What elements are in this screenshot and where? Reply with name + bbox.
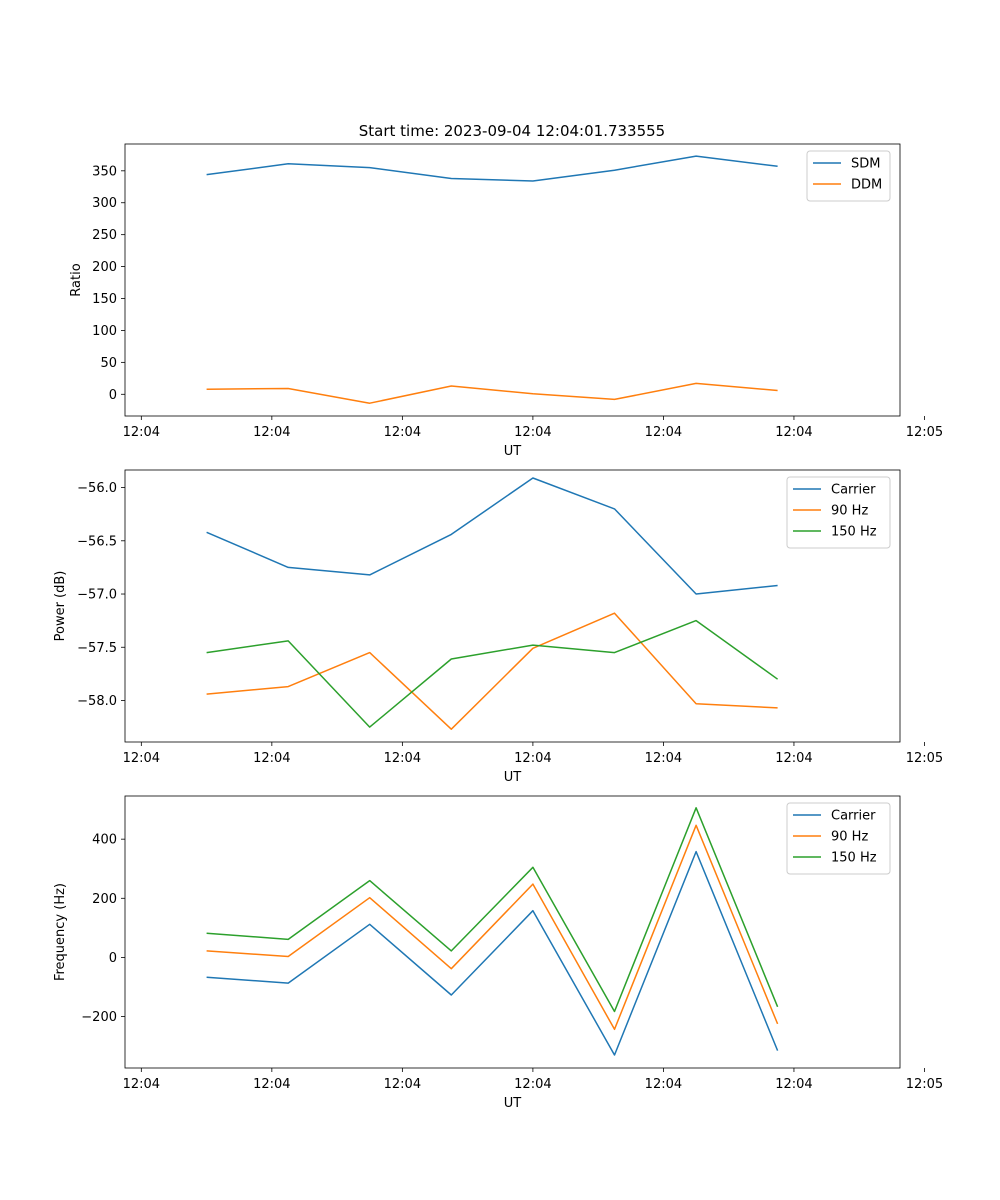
power-legend-label: 150 Hz <box>831 525 877 540</box>
power-y-tick-label: −56.5 <box>77 534 117 549</box>
frequency-x-tick-label: 12:04 <box>123 1077 160 1092</box>
power-x-tick-label: 12:04 <box>253 751 290 766</box>
ratio-x-tick-label: 12:05 <box>906 425 943 440</box>
ratio-axes-frame <box>124 143 901 417</box>
power-y-tick-label: −56.0 <box>77 481 117 496</box>
ratio-x-tick-label: 12:04 <box>253 425 290 440</box>
frequency-series-150-hz <box>206 807 779 1013</box>
power-x-tick-label: 12:04 <box>775 751 812 766</box>
frequency-panel: 12:04 12:04 12:04 12:04 12:04 12:04 12:05 −200 0… <box>53 795 943 1111</box>
power-x-tick-label: 12:04 <box>123 751 160 766</box>
power-series-carrier <box>206 477 778 595</box>
frequency-x-tick-label: 12:05 <box>906 1077 943 1092</box>
ratio-y-tick-label: 350 <box>92 164 117 179</box>
frequency-x-tick-label: 12:04 <box>384 1077 421 1092</box>
ratio-y-tick-label: 0 <box>109 388 117 403</box>
frequency-axes-frame <box>124 795 901 1069</box>
power-x-tick-label: 12:04 <box>645 751 682 766</box>
power-panel: 12:04 12:04 12:04 12:04 12:04 12:04 12:05 −58.0… <box>53 469 943 785</box>
frequency-x-tick-label: 12:04 <box>775 1077 812 1092</box>
ratio-panel: 12:04 12:04 12:04 12:04 12:04 12:04 12:05 0 50 10… <box>69 143 943 459</box>
ratio-y-tick-label: 50 <box>100 356 117 371</box>
frequency-legend-label: Carrier <box>831 809 876 824</box>
ratio-x-tick-label: 12:04 <box>514 425 551 440</box>
frequency-y-tick-label: 0 <box>109 951 117 966</box>
ratio-x-axis-label: UT <box>504 444 522 459</box>
frequency-y-tick-label: −200 <box>81 1010 117 1025</box>
power-x-tick-label: 12:05 <box>906 751 943 766</box>
power-series-90-hz <box>206 612 778 730</box>
frequency-y-tick-label: 400 <box>92 833 117 848</box>
power-legend-label: Carrier <box>831 483 876 498</box>
frequency-x-tick-label: 12:04 <box>645 1077 682 1092</box>
frequency-y-tick-label: 200 <box>92 892 117 907</box>
ratio-legend-label: SDM <box>851 157 880 172</box>
power-y-tick-label: −57.5 <box>77 641 117 656</box>
ratio-y-tick-label: 200 <box>92 260 117 275</box>
ratio-x-tick-label: 12:04 <box>123 425 160 440</box>
frequency-legend-label: 150 Hz <box>831 851 877 866</box>
ratio-y-tick-label: 250 <box>92 228 117 243</box>
ratio-y-axis-label: Ratio <box>69 263 84 296</box>
ratio-series-ddm <box>206 382 778 404</box>
power-x-axis-label: UT <box>504 770 522 785</box>
power-y-tick-label: −57.0 <box>77 588 117 603</box>
frequency-x-axis-label: UT <box>504 1096 522 1111</box>
frequency-series-carrier <box>206 850 779 1056</box>
ratio-x-tick-label: 12:04 <box>645 425 682 440</box>
power-x-tick-label: 12:04 <box>384 751 421 766</box>
ratio-x-tick-label: 12:04 <box>775 425 812 440</box>
frequency-legend-label: 90 Hz <box>831 830 868 845</box>
ratio-y-tick-label: 150 <box>92 292 117 307</box>
frequency-x-tick-label: 12:04 <box>514 1077 551 1092</box>
ratio-y-tick-label: 100 <box>92 324 117 339</box>
power-y-axis-label: Power (dB) <box>53 571 68 642</box>
ratio-x-tick-label: 12:04 <box>384 425 421 440</box>
power-x-tick-label: 12:04 <box>514 751 551 766</box>
figure-title: Start time: 2023-09-04 12:04:01.733555 <box>359 122 665 140</box>
power-y-tick-label: −58.0 <box>77 694 117 709</box>
ratio-series-sdm <box>206 155 778 182</box>
power-axes-frame <box>124 469 901 743</box>
ratio-legend-label: DDM <box>851 178 882 193</box>
frequency-series-90-hz <box>206 824 779 1031</box>
frequency-y-axis-label: Frequency (Hz) <box>53 883 68 981</box>
power-legend-label: 90 Hz <box>831 504 868 519</box>
ratio-y-tick-label: 300 <box>92 196 117 211</box>
power-series-150-hz <box>206 619 779 728</box>
frequency-x-tick-label: 12:04 <box>253 1077 290 1092</box>
